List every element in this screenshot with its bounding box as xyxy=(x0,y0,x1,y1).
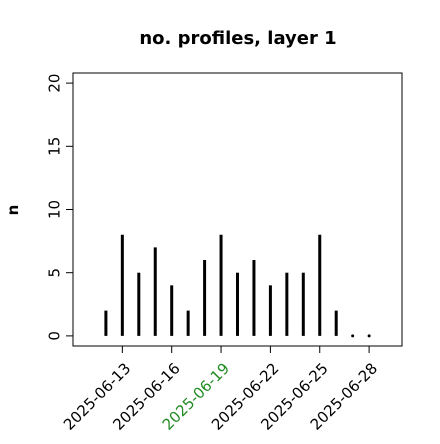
y-tick-label: 5 xyxy=(46,268,64,278)
y-tick-label: 15 xyxy=(46,137,64,156)
stem-point xyxy=(367,334,371,338)
stem-point xyxy=(351,334,355,338)
y-tick-label: 0 xyxy=(46,331,64,341)
chart-title: no. profiles, layer 1 xyxy=(139,28,336,49)
y-tick-label: 20 xyxy=(46,74,64,93)
y-tick-label: 10 xyxy=(46,200,64,219)
y-axis-label: n xyxy=(4,205,22,216)
